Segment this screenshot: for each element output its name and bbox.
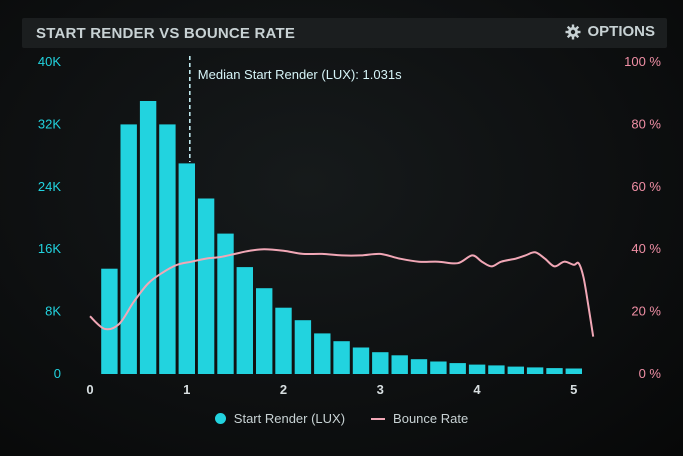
bar-21[interactable] [507, 366, 524, 374]
legend-label-start-render: Start Render (LUX) [233, 411, 346, 426]
gear-icon [565, 24, 581, 39]
bar-17[interactable] [430, 361, 447, 375]
x-tick-3: 3 [377, 382, 384, 397]
chart-header: START RENDER VS BOUNCE RATE OPTIONS [22, 18, 667, 48]
bar-13[interactable] [352, 347, 370, 375]
y-tick-left-0: 0 [54, 366, 61, 381]
bar-7[interactable] [236, 267, 253, 374]
bar-19[interactable] [468, 364, 486, 374]
bar-10[interactable] [294, 320, 312, 374]
bar-18[interactable] [449, 363, 466, 374]
y-tick-left-3: 24K [38, 179, 61, 194]
bar-3[interactable] [159, 124, 176, 375]
legend-item-start-render[interactable]: Start Render (LUX) [214, 411, 346, 426]
bar-0[interactable] [101, 268, 118, 374]
bar-4[interactable] [178, 163, 195, 374]
y-tick-right-3: 60 % [631, 179, 661, 194]
y-tick-left-1: 8K [45, 304, 61, 319]
x-tick-0: 0 [86, 382, 93, 397]
bar-12[interactable] [333, 341, 350, 374]
bar-2[interactable] [139, 101, 157, 374]
x-tick-4: 4 [473, 382, 481, 397]
bar-5[interactable] [197, 198, 215, 375]
bar-11[interactable] [314, 333, 331, 374]
bar-15[interactable] [391, 355, 408, 374]
legend-label-bounce-rate: Bounce Rate [393, 411, 469, 426]
options-label: OPTIONS [587, 23, 655, 40]
y-tick-left-5: 40K [38, 54, 61, 69]
bar-6[interactable] [217, 233, 234, 374]
legend-swatch-bars [214, 413, 226, 424]
bar-16[interactable] [410, 359, 428, 374]
median-annotation: Median Start Render (LUX): 1.031s [198, 67, 402, 82]
bar-14[interactable] [372, 352, 389, 374]
chart-title: START RENDER VS BOUNCE RATE [36, 25, 296, 42]
y-tick-right-5: 100 % [624, 54, 661, 69]
bar-23[interactable] [546, 368, 563, 374]
legend-item-bounce-rate[interactable]: Bounce Rate [371, 411, 468, 426]
bar-20[interactable] [488, 365, 505, 374]
legend-swatch-line [371, 417, 386, 420]
options-button[interactable]: OPTIONS [565, 23, 655, 40]
bar-22[interactable] [526, 367, 544, 374]
bar-24[interactable] [565, 368, 582, 375]
y-tick-right-1: 20 % [631, 304, 661, 319]
bounce-rate-line[interactable] [89, 248, 595, 337]
x-tick-2: 2 [280, 382, 287, 397]
x-tick-5: 5 [570, 382, 577, 397]
chart-legend: Start Render (LUX) Bounce Rate [0, 411, 683, 426]
bar-1[interactable] [120, 124, 137, 375]
y-tick-right-4: 80 % [631, 116, 661, 131]
x-tick-1: 1 [183, 382, 190, 397]
bar-9[interactable] [275, 307, 292, 374]
bar-8[interactable] [256, 288, 273, 374]
y-tick-right-0: 0 % [639, 366, 662, 381]
y-tick-left-2: 16K [38, 241, 61, 256]
y-tick-right-2: 40 % [631, 241, 661, 256]
y-tick-left-4: 32K [38, 116, 61, 131]
